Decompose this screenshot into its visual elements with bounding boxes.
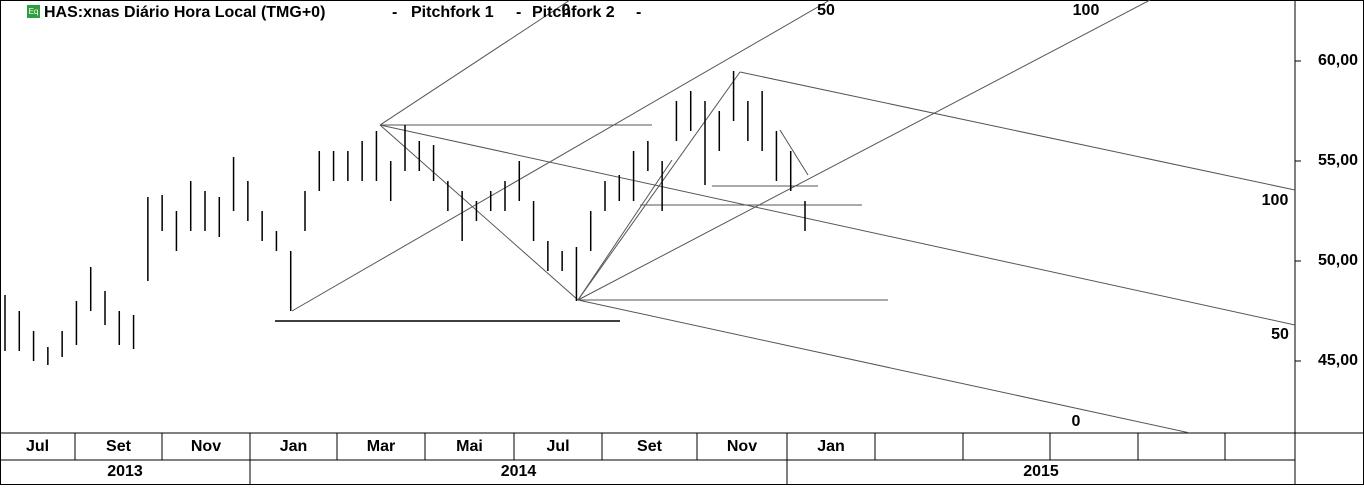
year-label: 2015 <box>1023 463 1059 480</box>
pitchfork-line <box>577 71 741 301</box>
separator: - <box>636 4 641 21</box>
pitchfork-line <box>739 71 1295 191</box>
x-tick-label: Set <box>637 438 663 455</box>
pitchfork-line <box>577 159 673 301</box>
separator: - <box>392 4 397 21</box>
pitchfork-label: 100 <box>1073 2 1100 19</box>
separator: - <box>516 4 521 21</box>
indicator-name: Pitchfork 1 <box>411 4 494 21</box>
x-tick-label: Mai <box>456 438 483 455</box>
pitchfork-label: 50 <box>817 2 835 19</box>
x-tick-label: Jul <box>26 438 49 455</box>
pitchforks <box>275 0 1295 433</box>
year-label: 2013 <box>107 463 143 480</box>
pitchfork-line <box>379 124 579 301</box>
pitchfork-line <box>291 0 831 312</box>
pitchfork-line <box>577 0 1151 301</box>
x-tick-label: Set <box>106 438 132 455</box>
indicator-name: Pitchfork 2 <box>532 4 615 21</box>
pitchfork-label: 0 <box>562 2 571 19</box>
pitchfork-line <box>379 0 571 126</box>
y-tick-label: 45,00 <box>1318 352 1358 369</box>
x-tick-label: Nov <box>191 438 221 455</box>
pitchfork-label: 0 <box>1072 413 1081 430</box>
badge-icon <box>27 5 40 18</box>
x-tick-label: Jul <box>546 438 569 455</box>
x-tick-label: Jan <box>817 438 845 455</box>
badge-text: Eq <box>29 7 39 16</box>
y-tick-label: 60,00 <box>1318 52 1358 69</box>
pitchfork-line <box>577 299 1191 433</box>
pitchfork-label: 50 <box>1271 326 1289 343</box>
pitchfork-line <box>779 129 809 176</box>
pitchfork-label: 100 <box>1262 192 1289 209</box>
chart-title: HAS:xnas Diário Hora Local (TMG+0) <box>44 4 325 21</box>
y-tick-label: 50,00 <box>1318 252 1358 269</box>
y-tick-label: 55,00 <box>1318 152 1358 169</box>
x-tick-label: Jan <box>280 438 308 455</box>
x-tick-label: Mar <box>367 438 395 455</box>
x-tick-label: Nov <box>727 438 757 455</box>
pitchfork-line <box>379 124 1295 326</box>
year-label: 2014 <box>501 463 537 480</box>
